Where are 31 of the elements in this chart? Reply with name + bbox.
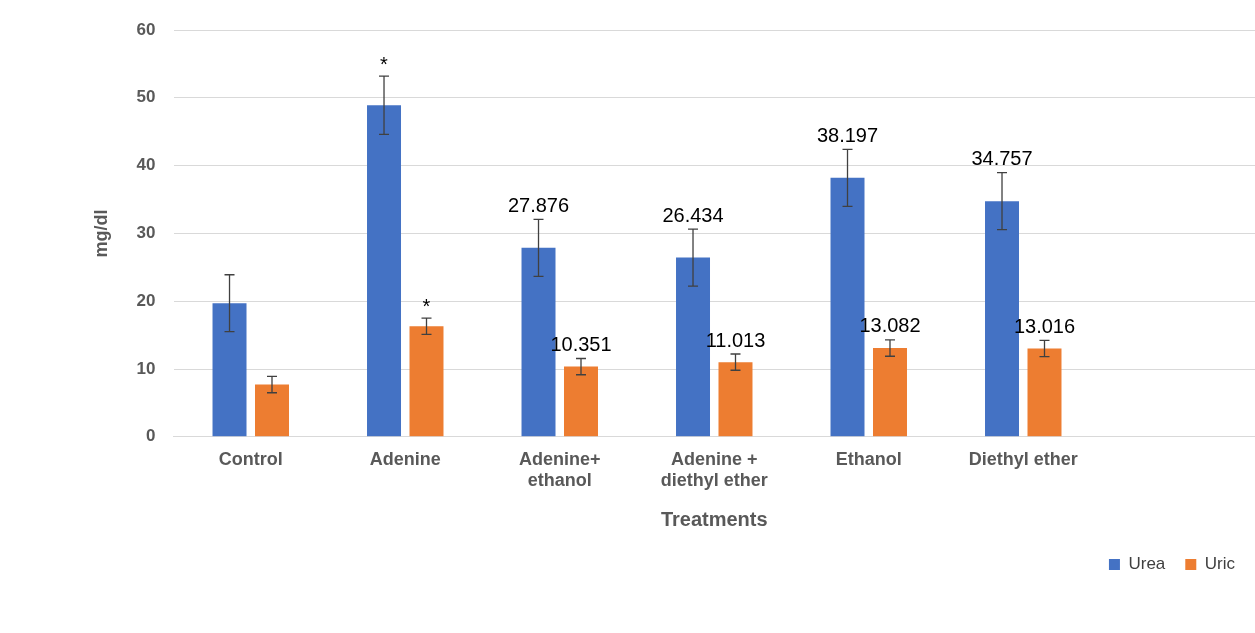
y-axis-title: mg/dl [90,209,111,258]
bar [564,366,598,437]
annotation: * [380,52,389,75]
x-tick-label: Control [218,448,283,469]
y-tick-label: 0 [146,426,156,446]
x-axis-title: Treatments [660,507,768,530]
x-tick-label: Adenine+ ethanol [518,448,601,491]
data-label: 27.876 [507,193,570,216]
y-tick-label: 50 [136,87,156,107]
bar [873,348,907,437]
bar [255,384,289,437]
x-tick-label: Adenine [369,448,441,469]
bar [212,303,247,437]
x-tick-label: Diethyl ether [968,448,1078,469]
legend-label: Uric [1204,554,1236,574]
annotation: * [422,294,431,317]
x-tick-label: Adenine + diethyl ether [660,448,768,491]
bar [409,326,444,437]
data-label: 38.197 [816,123,879,146]
data-label: 26.434 [662,203,724,226]
y-tick-label: 20 [136,290,156,310]
bar [1027,348,1062,437]
y-tick-label: 30 [136,223,156,243]
y-tick-label: 40 [136,155,156,175]
legend-label: Urea [1128,554,1166,574]
bar [718,362,753,437]
data-label: 34.757 [971,147,1033,170]
x-tick-label: Ethanol [835,448,902,469]
y-tick-label: 10 [136,358,156,378]
bar [367,105,402,437]
y-tick-label: 60 [136,19,156,39]
